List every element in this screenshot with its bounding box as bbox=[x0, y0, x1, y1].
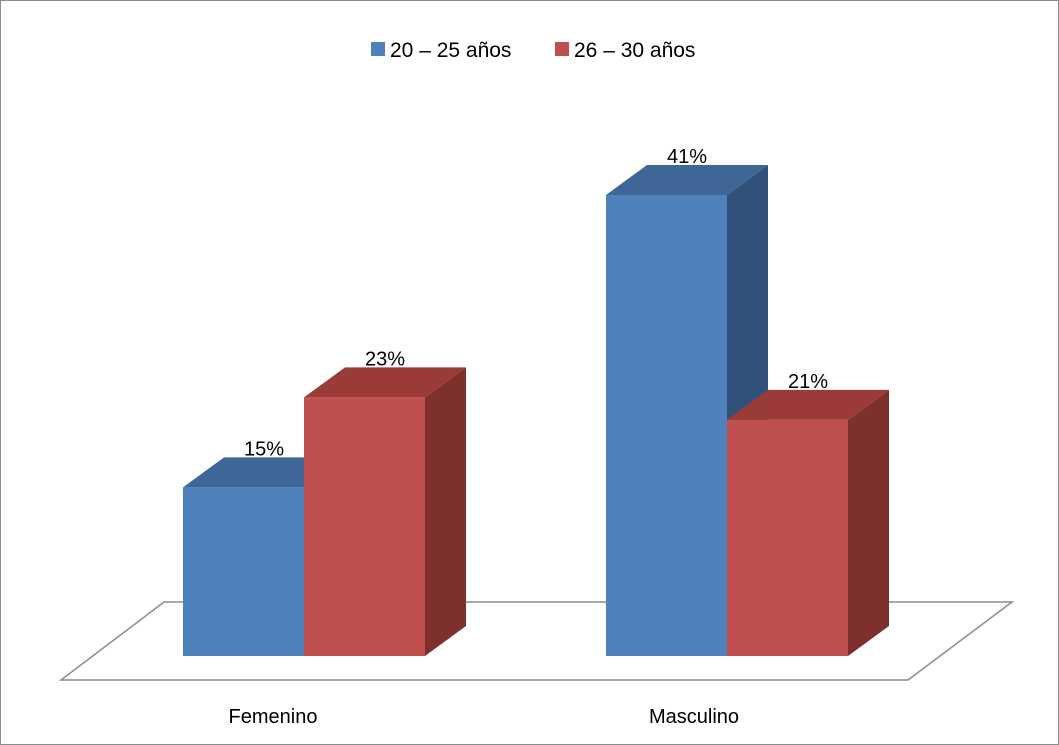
bar-femenino-series-2 bbox=[304, 367, 466, 656]
bar-front-face bbox=[304, 397, 425, 656]
bar-top-face bbox=[727, 389, 889, 420]
bar-front-face bbox=[183, 487, 304, 656]
bar-front-face bbox=[727, 419, 848, 656]
data-label-femenino-series-1: 15% bbox=[244, 438, 284, 460]
bar-front-face bbox=[606, 195, 727, 656]
legend-swatch-series-2 bbox=[555, 42, 569, 56]
legend-label-series-1: 20 – 25 años bbox=[390, 39, 511, 62]
bars-group: 15% 23% 41% 21% bbox=[183, 146, 889, 656]
data-label-masculino-series-2: 21% bbox=[788, 371, 828, 393]
data-label-masculino-series-1: 41% bbox=[667, 146, 707, 168]
bar-top-face bbox=[304, 367, 466, 398]
legend-swatch-series-1 bbox=[371, 42, 385, 56]
category-label-femenino: Femenino bbox=[229, 706, 318, 728]
bar-masculino-series-2 bbox=[727, 389, 889, 656]
bar-side-face bbox=[848, 389, 889, 656]
category-label-masculino: Masculino bbox=[649, 706, 739, 728]
bar-top-face bbox=[606, 165, 768, 195]
bar-side-face bbox=[425, 367, 466, 656]
legend: 20 – 25 años 26 – 30 años bbox=[371, 39, 695, 62]
legend-label-series-2: 26 – 30 años bbox=[574, 39, 695, 62]
data-label-femenino-series-2: 23% bbox=[365, 348, 405, 370]
